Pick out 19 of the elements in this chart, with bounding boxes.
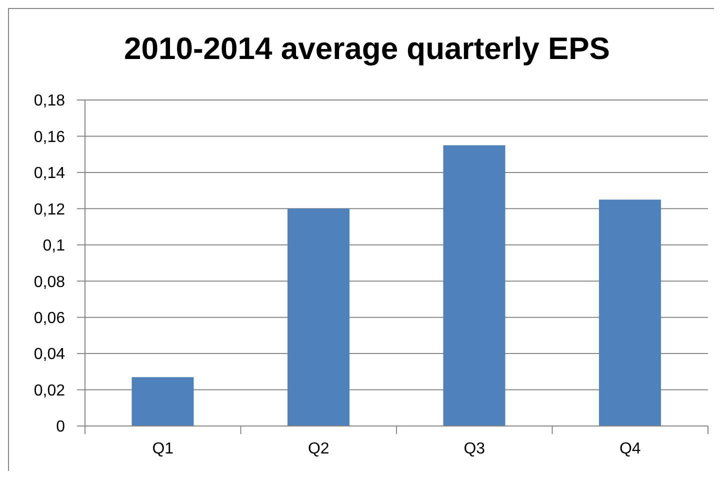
y-tick-label: 0,18 [34,92,66,110]
chart-title: 2010-2014 average quarterly EPS [123,30,611,68]
x-tick-label: Q3 [464,440,486,458]
y-tick-label: 0,02 [34,382,66,400]
y-tick-label: 0,08 [34,274,66,291]
bar [132,377,194,426]
x-tick-label: Q2 [308,440,330,458]
y-tick-label: 0,1 [42,238,66,255]
x-tick-label: Q4 [619,440,641,458]
y-tick-label: 0,16 [34,128,66,146]
bar [598,200,661,426]
y-tick-label: 0 [56,418,66,436]
x-tick-label: Q1 [152,440,174,458]
y-tick-label: 0,04 [34,346,66,364]
y-tick-label: 0,14 [34,165,66,182]
bar [287,208,350,426]
y-tick-label: 0,12 [34,201,66,218]
bar [443,145,506,426]
y-tick-label: 0,06 [34,310,66,328]
